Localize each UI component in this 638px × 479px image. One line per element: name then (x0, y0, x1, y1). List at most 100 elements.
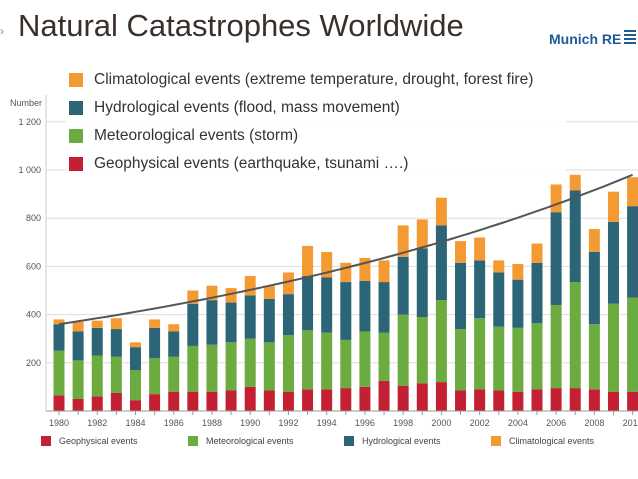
bar-hydrological-1995 (340, 282, 352, 340)
bar-hydrological-1984 (129, 347, 141, 371)
bar-meteorological-2009 (607, 303, 619, 392)
y-tick-label: 1 000 (18, 165, 41, 175)
bar-hydrological-1993 (302, 276, 314, 331)
bar-geophysical-1988 (206, 391, 218, 411)
bar-climatological-2002 (474, 237, 486, 261)
bar-climatological-2010 (627, 177, 638, 207)
bar-climatological-1992 (282, 272, 294, 295)
bar-meteorological-1996 (359, 331, 371, 387)
bar-meteorological-1989 (225, 342, 237, 391)
trend-group (58, 173, 633, 326)
bar-meteorological-1984 (129, 370, 141, 401)
x-tick-label: 1982 (87, 418, 107, 428)
bar-hydrological-1988 (206, 300, 218, 345)
bar-hydrological-1994 (321, 277, 333, 333)
x-tick-label: 1996 (355, 418, 375, 428)
bar-geophysical-2009 (607, 391, 619, 411)
legend-label-climatological: Climatological events (extreme temperatu… (94, 71, 534, 88)
bar-hydrological-2003 (493, 272, 505, 327)
legend-bottom-swatch-meteorological (188, 436, 198, 446)
bar-hydrological-2009 (607, 221, 619, 304)
bar-hydrological-2006 (550, 212, 562, 305)
bar-climatological-2008 (588, 229, 600, 252)
legend-bottom-label-hydrological: Hydrological events (362, 436, 441, 446)
bar-climatological-1981 (72, 321, 84, 332)
bar-climatological-1999 (416, 219, 428, 249)
bar-climatological-1982 (91, 320, 103, 328)
bar-climatological-1993 (302, 245, 314, 277)
bar-climatological-1989 (225, 288, 237, 303)
bar-hydrological-2004 (512, 279, 524, 328)
bar-hydrological-1997 (378, 282, 390, 333)
bar-hydrological-2007 (569, 190, 581, 283)
legend-top-item-hydrological: Hydrological events (flood, mass movemen… (66, 98, 400, 118)
bar-geophysical-1987 (187, 391, 199, 411)
bar-geophysical-2006 (550, 388, 562, 411)
bar-geophysical-1983 (110, 392, 122, 411)
bar-climatological-1986 (168, 324, 180, 332)
bar-meteorological-2010 (627, 297, 638, 392)
bar-hydrological-1982 (91, 327, 103, 356)
bar-climatological-2006 (550, 184, 562, 213)
bar-hydrological-2008 (588, 251, 600, 325)
legend-bottom-label-meteorological: Meteorological events (206, 436, 294, 446)
x-tick-label: 2004 (508, 418, 528, 428)
bar-hydrological-1991 (263, 298, 275, 343)
bar-geophysical-2002 (474, 389, 486, 411)
bar-meteorological-1986 (168, 356, 180, 392)
bar-meteorological-2005 (531, 323, 543, 390)
legend-top-item-meteorological: Meteorological events (storm) (66, 126, 298, 146)
legend-bottom-item-geophysical: Geophysical events (41, 436, 138, 446)
bar-geophysical-1992 (282, 391, 294, 411)
bar-geophysical-1994 (321, 389, 333, 411)
bar-meteorological-1981 (72, 360, 84, 399)
bar-hydrological-2010 (627, 206, 638, 298)
x-tick-label: 1992 (278, 418, 298, 428)
legend-label-hydrological: Hydrological events (flood, mass movemen… (94, 99, 400, 116)
bar-geophysical-1989 (225, 390, 237, 411)
y-tick-label: 800 (26, 213, 41, 223)
bar-geophysical-1995 (340, 388, 352, 411)
bar-geophysical-2000 (435, 382, 447, 411)
x-tick-label: 1980 (49, 418, 69, 428)
y-tick-label: 600 (26, 261, 41, 271)
bar-climatological-2009 (607, 191, 619, 222)
bar-geophysical-1998 (397, 385, 409, 411)
bar-meteorological-2007 (569, 282, 581, 389)
bar-climatological-2007 (569, 174, 581, 191)
bar-geophysical-1993 (302, 389, 314, 411)
bar-hydrological-1998 (397, 256, 409, 315)
bar-geophysical-1991 (263, 390, 275, 411)
bar-climatological-1994 (321, 251, 333, 278)
x-axis: 1980 1982 1984 1986 1988 1990 1992 1994 1996 1998… (46, 410, 638, 428)
y-axis-label: Number (10, 98, 42, 108)
bar-geophysical-1984 (129, 400, 141, 411)
bar-meteorological-1997 (378, 332, 390, 381)
bar-geophysical-1981 (72, 398, 84, 411)
trend-line (58, 173, 633, 326)
bar-hydrological-2005 (531, 262, 543, 324)
bar-climatological-2000 (435, 197, 447, 226)
bar-meteorological-1980 (53, 350, 65, 396)
bar-geophysical-2003 (493, 390, 505, 411)
bar-hydrological-1985 (149, 327, 161, 358)
bar-climatological-2001 (455, 241, 467, 263)
bar-climatological-2005 (531, 243, 543, 263)
bar-climatological-1984 (129, 342, 141, 348)
bar-hydrological-1983 (110, 329, 122, 357)
bar-hydrological-1990 (244, 295, 256, 339)
legend-bottom-item-meteorological: Meteorological events (188, 436, 294, 446)
bar-geophysical-1986 (168, 391, 180, 411)
bar-geophysical-2008 (588, 389, 600, 411)
bar-climatological-1980 (53, 319, 65, 325)
logo-icon (624, 30, 636, 46)
bar-hydrological-1999 (416, 248, 428, 318)
bar-geophysical-2004 (512, 391, 524, 411)
x-tick-label: 2006 (546, 418, 566, 428)
bar-hydrological-1987 (187, 303, 199, 346)
bar-meteorological-1995 (340, 339, 352, 389)
y-tick-label: 1 200 (18, 117, 41, 127)
legend-bottom-swatch-climatological (491, 436, 501, 446)
bar-meteorological-1993 (302, 330, 314, 390)
